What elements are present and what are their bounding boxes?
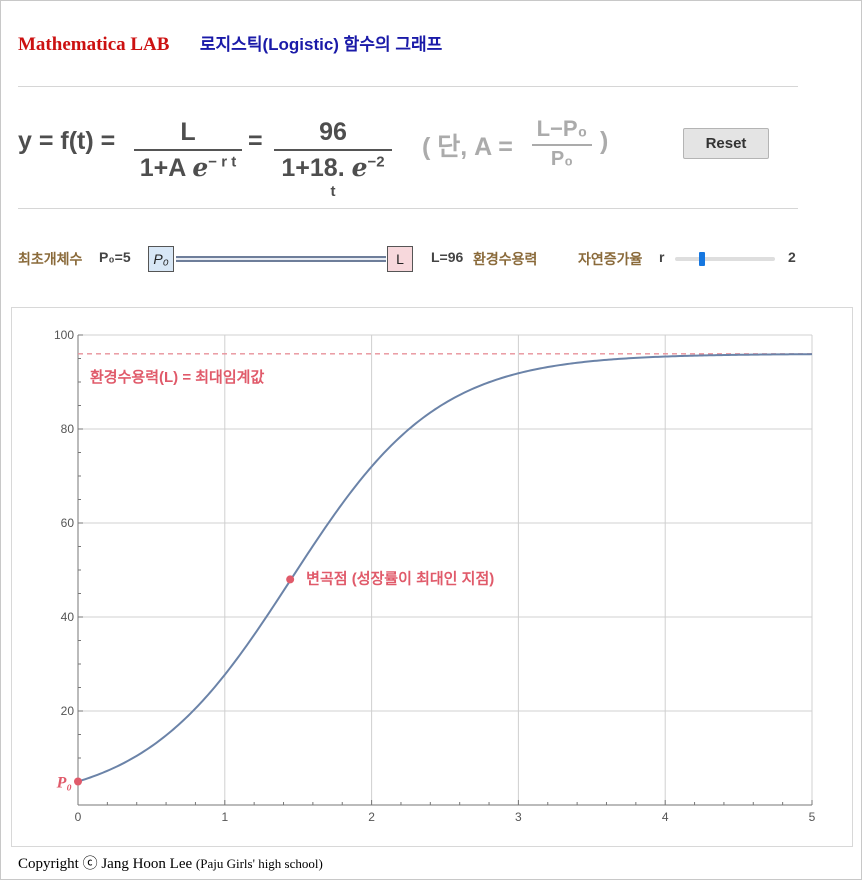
x-tick-label: 5 (809, 810, 816, 824)
y-tick-label: 80 (61, 422, 75, 436)
brand-title: Mathematica LAB (18, 34, 170, 55)
divider-middle (18, 208, 798, 209)
formula-equals: = (248, 127, 263, 155)
x-tick-label: 2 (368, 810, 375, 824)
r-value: 2 (788, 249, 796, 265)
formula-frac2-denominator: 1+18. ℯ−2 t (281, 153, 385, 200)
x-tick-label: 0 (75, 810, 82, 824)
plot-panel: 0 1 2 3 4 5 20 40 60 80 100 환경수용력(L) = 최대임계값 P₀ 변곡점 (… (11, 307, 853, 847)
asymptote-label: 환경수용력(L) = 최대임계값 (90, 368, 264, 386)
r-symbol: r (659, 249, 665, 265)
y-tick-label: 60 (61, 516, 75, 530)
x-tick-label: 3 (515, 810, 522, 824)
y-tick-label: 100 (54, 328, 74, 342)
l-slider-handle[interactable]: L (387, 246, 413, 272)
formula-note-fraction: L−P₀ P₀ (532, 116, 592, 171)
controls-row: 최초개체수 P₀=5 P₀ L L=96 환경수용력 자연증가율 r 2 (18, 246, 818, 274)
p0-slider-handle[interactable]: P₀ (148, 246, 174, 272)
inflection-point (286, 575, 295, 584)
l-value: L=96 (431, 249, 464, 265)
p0-point (74, 777, 82, 786)
x-tick-label: 1 (221, 810, 228, 824)
l-label: 환경수용력 (473, 251, 538, 267)
reset-button[interactable]: Reset (683, 128, 769, 159)
p0-label: 최초개체수 (18, 251, 83, 267)
p0-value: P₀=5 (99, 249, 131, 265)
formula-note-numerator: L−P₀ (536, 116, 588, 141)
formula-frac1-numerator: L (180, 118, 196, 146)
copyright: Copyright ⓒ Jang Hoon Lee (Paju Girls' h… (18, 856, 323, 872)
formula-frac1-denominator: 1+A ℯ− r t (139, 153, 237, 182)
divider-top (18, 86, 798, 87)
formula-note-denominator: P₀ (550, 148, 574, 170)
formula-lhs: y = f(t) = (18, 127, 116, 155)
r-slider-thumb[interactable] (698, 252, 705, 266)
range-slider-rail[interactable] (176, 256, 386, 262)
logistic-chart: 0 1 2 3 4 5 20 40 60 80 100 환경수용력(L) = 최대임계값 P₀ 변곡점 (… (54, 328, 816, 824)
formula-fraction-general: L 1+A ℯ− r t (134, 118, 242, 183)
x-tick-label: 4 (662, 810, 669, 824)
p0-label: P₀ (56, 775, 72, 792)
formula-note-open: ( 단, A = (422, 133, 513, 161)
y-tick-label: 40 (61, 610, 75, 624)
r-slider-track[interactable] (675, 257, 775, 261)
inflection-label: 변곡점 (성장률이 최대인 지점) (306, 569, 494, 587)
y-tick-label: 20 (61, 704, 75, 718)
formula-fraction-specific: 96 1+18. ℯ−2 t (274, 118, 392, 212)
logistic-curve (77, 353, 813, 783)
r-label: 자연증가율 (578, 251, 643, 267)
formula-frac2-numerator: 96 (319, 118, 347, 146)
page-title: 로지스틱(Logistic) 함수의 그래프 (199, 35, 443, 54)
formula-note-close: ) (600, 127, 609, 155)
header: Mathematica LAB 로지스틱(Logistic) 함수의 그래프 (18, 30, 443, 55)
